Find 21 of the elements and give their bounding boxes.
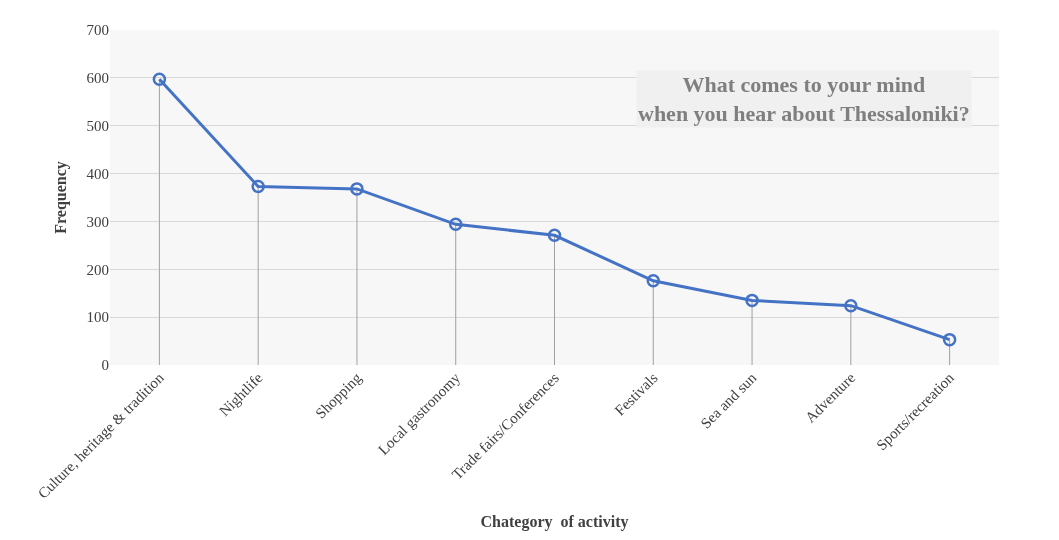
y-tick-label: 100 (86, 309, 109, 326)
point (942, 332, 957, 347)
y-tick-label: 0 (101, 357, 109, 374)
point (745, 293, 759, 308)
y-tick-label: 600 (86, 70, 109, 87)
point (646, 274, 661, 288)
y-tick-label: 700 (86, 22, 109, 39)
point (844, 298, 858, 313)
y-axis-title: Frequency (52, 161, 71, 234)
x-tick-label: Sea and sun (697, 369, 760, 432)
x-axis-title: Chategory of activity (480, 513, 629, 532)
point (547, 228, 562, 243)
y-tick-label: 500 (86, 117, 109, 134)
point (350, 182, 364, 196)
point (152, 72, 167, 87)
y-tick-label: 200 (86, 261, 109, 278)
y-tick-label: 400 (86, 165, 109, 182)
y-tick-label: 300 (86, 213, 109, 230)
text: What comes to your mind when you hear about Thessaloniki? (638, 72, 970, 126)
point (251, 179, 265, 194)
point (448, 217, 463, 232)
